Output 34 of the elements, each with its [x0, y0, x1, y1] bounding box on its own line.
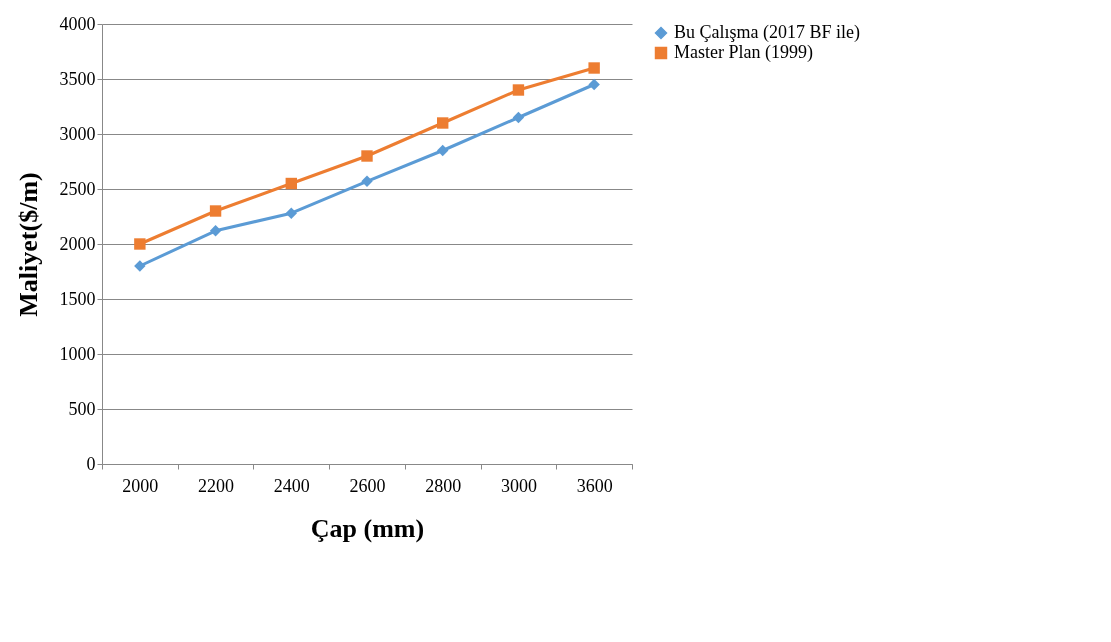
point [134, 260, 146, 272]
x-tick-label: 2200 [198, 475, 235, 496]
y-tick-label: 1500 [59, 288, 96, 309]
y-tick-label: 2000 [59, 233, 96, 254]
point [285, 177, 297, 190]
x-tick-label: 2800 [425, 475, 462, 496]
x-tick-label: 3600 [576, 475, 613, 496]
y-tick-label: 3000 [59, 123, 96, 144]
point [437, 117, 449, 129]
point [134, 238, 146, 250]
x-axis-title: Çap (mm) [310, 513, 425, 543]
x-tick-label: 2600 [349, 475, 386, 496]
legend-label: Master Plan (1999) [674, 42, 813, 63]
point [437, 144, 449, 157]
point [209, 225, 222, 237]
y-tick-label: 2500 [59, 178, 96, 199]
y-tick-label: 1000 [59, 343, 96, 364]
point [209, 205, 222, 217]
point [512, 84, 525, 96]
point [512, 111, 525, 124]
point [361, 150, 373, 162]
y-tick-label: 3500 [59, 68, 96, 89]
point [588, 78, 600, 91]
point [361, 175, 373, 187]
y-tick-label: 0 [86, 453, 96, 474]
x-tick-label: 2400 [273, 475, 310, 496]
y-tick-label: 4000 [59, 13, 96, 34]
x-tick-label: 3000 [500, 475, 537, 496]
point [588, 62, 600, 74]
point [285, 207, 297, 219]
x-tick-label: 2000 [122, 475, 159, 496]
y-tick-label: 500 [68, 398, 96, 419]
y-axis-title: Maliyet($/m) [13, 172, 43, 317]
legend-label: Bu Çalışma (2017 BF ile) [674, 22, 860, 43]
